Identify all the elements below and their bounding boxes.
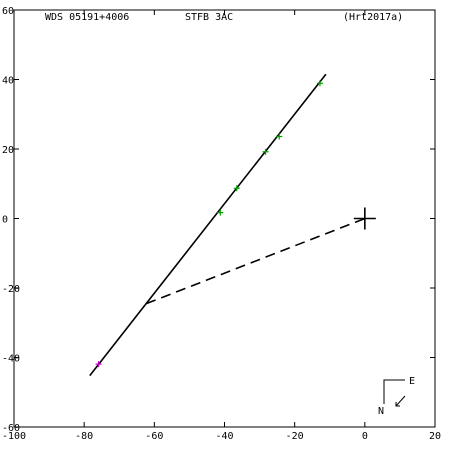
x-tick-label: -40 [215, 431, 233, 442]
header-system-id: WDS 05191+4006 [45, 12, 129, 23]
y-tick-label: -60 [2, 423, 20, 434]
measurement-point [276, 133, 283, 140]
header-discoverer: STFB 3AC [185, 12, 233, 23]
y-tick-label: -20 [2, 284, 20, 295]
y-tick-label: 20 [2, 145, 14, 156]
y-tick-label: 40 [2, 76, 14, 87]
axis-ticks [13, 9, 436, 428]
orbit-lines [89, 73, 376, 377]
x-tick-label: -20 [286, 431, 304, 442]
line-of-nodes [145, 217, 366, 305]
measurement-point [262, 148, 269, 155]
y-tick-label: 60 [2, 6, 14, 17]
compass-east-label: E [409, 376, 415, 387]
compass-arrow-shaft [395, 395, 406, 407]
x-tick-label: -80 [75, 431, 93, 442]
y-tick-label: 0 [2, 215, 8, 226]
compass-north-label: N [378, 406, 384, 417]
measurement-point [316, 80, 323, 87]
x-tick-label: -100 [2, 431, 26, 442]
compass-arrow-head [395, 402, 400, 407]
measurement-marks [95, 80, 323, 368]
x-tick-label: -60 [145, 431, 163, 442]
header-reference: (Hrt2017a) [343, 12, 403, 23]
compass-axes [383, 379, 405, 404]
x-tick-label: 0 [362, 431, 368, 442]
x-tick-label: 20 [429, 431, 441, 442]
y-tick-label: -40 [2, 354, 20, 365]
measurement-point [233, 185, 240, 192]
axis-tick-labels: -100 -80 -60 -40 -20 0 20 -60 -40 -20 0 20 40 60 [2, 6, 441, 442]
measurement-point [95, 361, 102, 368]
compass-rose: E N [378, 376, 415, 417]
orbit-path [89, 73, 327, 377]
measurement-point [217, 209, 224, 216]
